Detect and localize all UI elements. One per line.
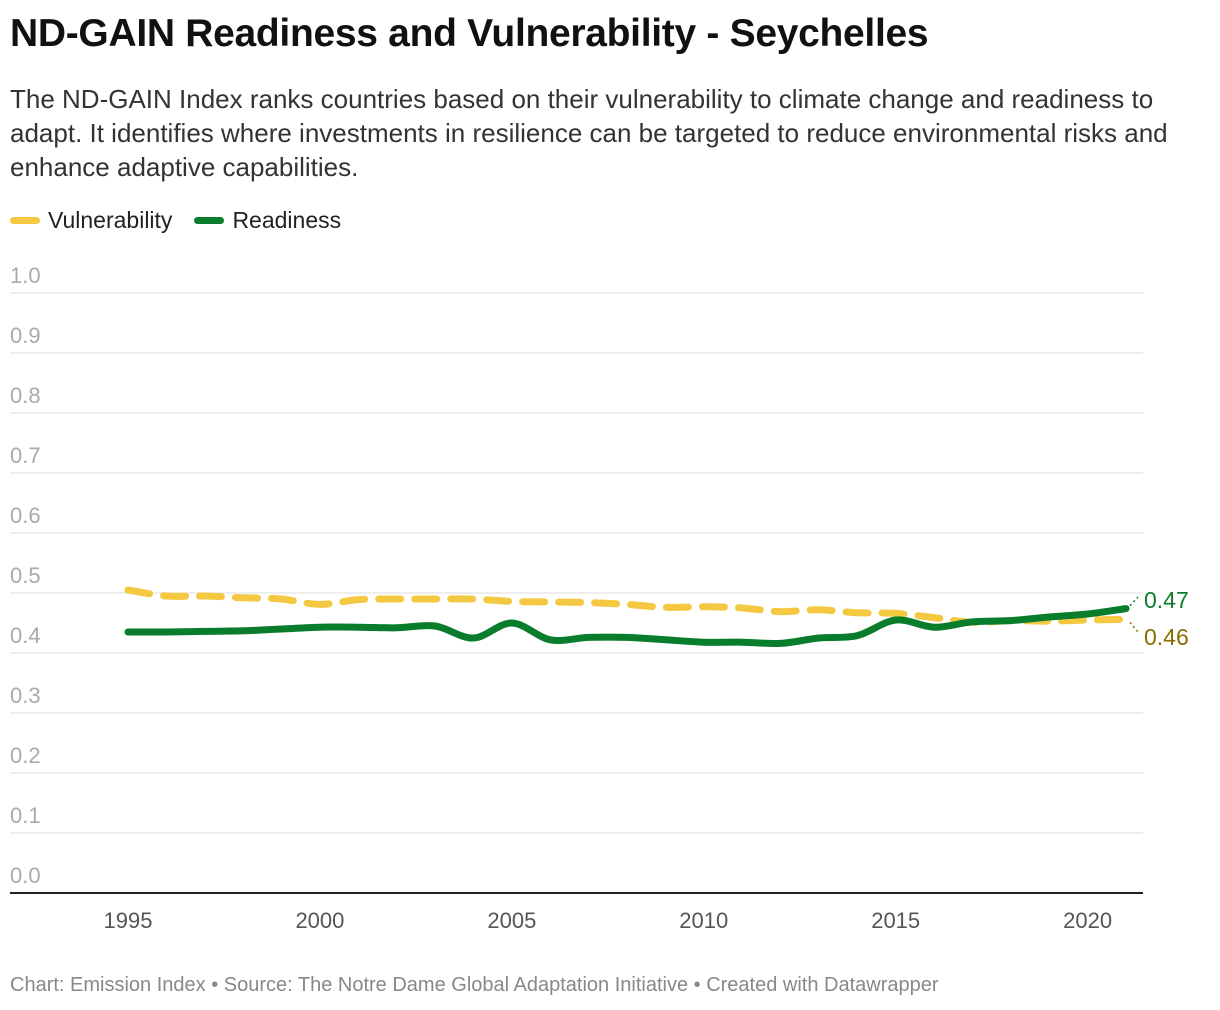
legend-item-readiness: Readiness bbox=[194, 207, 341, 234]
legend-swatch-readiness bbox=[194, 217, 225, 224]
x-tick-label: 2015 bbox=[871, 908, 920, 933]
chart-title: ND-GAIN Readiness and Vulnerability - Se… bbox=[10, 12, 929, 55]
y-tick-label: 0.3 bbox=[10, 683, 41, 708]
chart-footer: Chart: Emission Index • Source: The Notr… bbox=[10, 974, 939, 996]
legend-label-readiness: Readiness bbox=[232, 207, 342, 233]
x-tick-label: 1995 bbox=[104, 908, 153, 933]
legend-label-vulnerability: Vulnerability bbox=[48, 207, 173, 233]
end-label-leader-readiness bbox=[1129, 596, 1139, 607]
legend-item-vulnerability: Vulnerability bbox=[10, 207, 172, 234]
y-tick-label: 0.9 bbox=[10, 323, 41, 348]
end-label-vulnerability: 0.46 bbox=[1144, 624, 1189, 650]
end-label-readiness: 0.47 bbox=[1144, 587, 1189, 613]
line-chart: 0.0 0.1 0.2 0.3 0.4 0.5 0.6 0.7 0.8 0.9 1.0 1995 200… bbox=[10, 263, 1189, 933]
legend-swatch-vulnerability bbox=[10, 217, 40, 224]
chart-subtitle: The ND-GAIN Index ranks countries based … bbox=[10, 84, 1168, 182]
y-tick-label: 0.1 bbox=[10, 803, 41, 828]
y-tick-label: 1.0 bbox=[10, 263, 41, 288]
y-tick-label: 0.7 bbox=[10, 443, 41, 468]
legend: Vulnerability Readiness bbox=[10, 207, 363, 234]
y-tick-label: 0.5 bbox=[10, 563, 41, 588]
end-label-leader-vulnerability bbox=[1129, 621, 1139, 633]
x-tick-label: 2000 bbox=[295, 908, 344, 933]
x-tick-label: 2005 bbox=[487, 908, 536, 933]
y-tick-label: 0.2 bbox=[10, 743, 41, 768]
y-tick-label: 0.8 bbox=[10, 383, 41, 408]
y-tick-label: 0.0 bbox=[10, 863, 41, 888]
x-tick-label: 2010 bbox=[679, 908, 728, 933]
x-tick-label: 2020 bbox=[1063, 908, 1112, 933]
y-tick-label: 0.4 bbox=[10, 623, 41, 648]
series-line-readiness bbox=[124, 605, 1130, 648]
y-tick-label: 0.6 bbox=[10, 503, 41, 528]
series-line-vulnerability bbox=[124, 586, 1130, 626]
